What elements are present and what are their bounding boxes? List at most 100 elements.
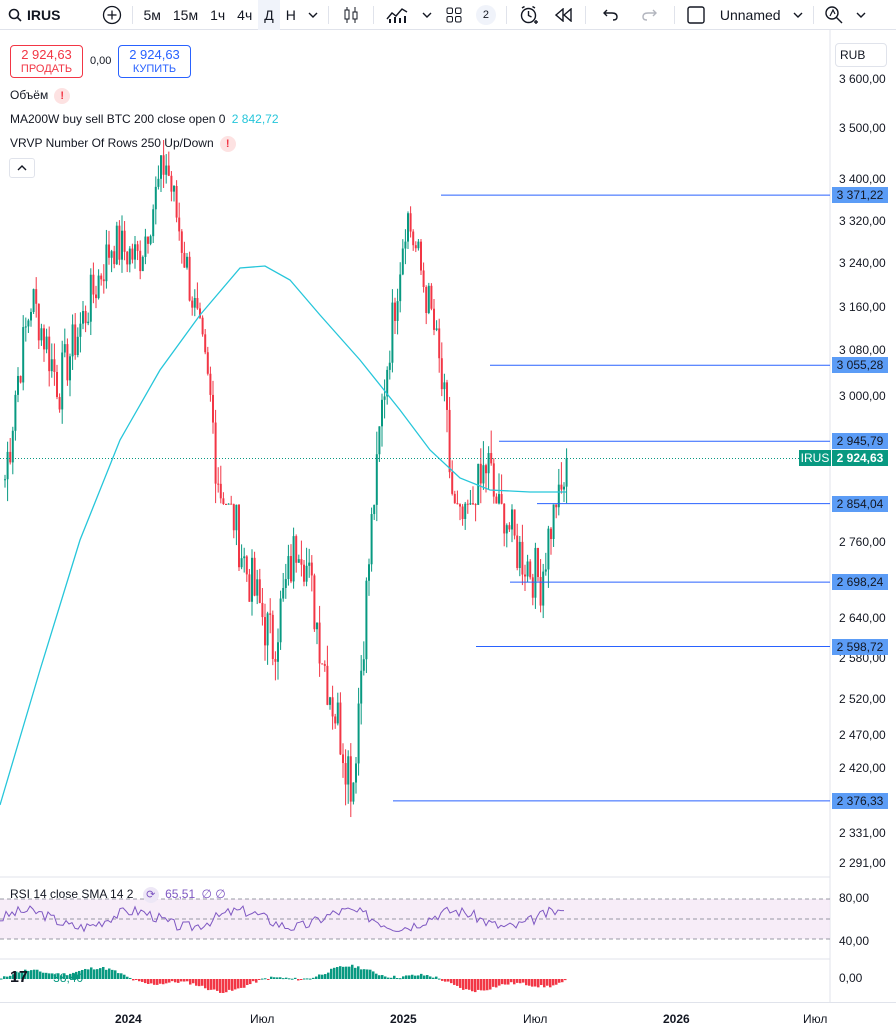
histogram-bar	[90, 967, 93, 979]
candle	[269, 613, 272, 615]
candle	[399, 274, 402, 302]
interval-dropdown[interactable]	[302, 0, 324, 30]
volume-legend[interactable]: Объём!	[10, 88, 71, 104]
time-label: 2025	[390, 1012, 417, 1026]
candle	[544, 569, 547, 572]
candle	[74, 324, 77, 356]
redo-button[interactable]	[630, 0, 670, 30]
toolbar-divider	[673, 5, 675, 24]
histogram-bar	[540, 979, 543, 985]
price-tick-label: 2 520,00	[839, 692, 886, 706]
osc-tick-label: 0,00	[839, 971, 863, 985]
price-level-tag[interactable]: 2 698,24	[832, 574, 888, 591]
candle	[409, 213, 412, 232]
interval-week[interactable]: Н	[285, 6, 296, 23]
collapse-legend-button[interactable]	[9, 158, 35, 178]
candle	[173, 185, 175, 192]
chart-area[interactable]: 2 924,63 ПРОДАТЬ 0,00 2 924,63 КУПИТЬ RU…	[0, 30, 896, 1002]
ma-legend[interactable]: MA200W buy sell BTC 200 close open 0 2 8…	[10, 112, 279, 126]
layouts-button[interactable]	[438, 0, 470, 30]
histogram-bar	[231, 979, 234, 991]
candle	[4, 479, 6, 481]
rsi-legend[interactable]: RSI 14 close SMA 14 2 ⟳ 65,51 ∅ ∅	[10, 887, 226, 903]
alerts-count-badge[interactable]: 2	[470, 0, 502, 30]
histogram-bar	[369, 969, 372, 979]
candle	[157, 178, 160, 187]
layout-square-icon	[687, 5, 705, 24]
osc-legend[interactable]: 17 38,40	[10, 969, 83, 987]
vrvp-legend[interactable]: VRVP Number Of Rows 250 Up/Down!	[10, 136, 236, 152]
candle	[352, 782, 355, 802]
alert-button[interactable]	[511, 0, 547, 30]
buy-price: 2 924,63	[129, 47, 180, 62]
indicators-dropdown[interactable]	[416, 0, 438, 30]
time-axis[interactable]: 2024 Июл 2025 Июл 2026 Июл	[0, 1002, 896, 1032]
candle	[279, 598, 282, 643]
histogram-bar	[273, 977, 276, 979]
price-level-tag[interactable]: 2 945,79	[832, 433, 888, 450]
candle	[167, 165, 170, 176]
candle	[318, 622, 321, 664]
histogram-bar	[3, 976, 6, 979]
candle	[500, 494, 503, 504]
replay-button[interactable]	[547, 0, 581, 30]
symbol-search[interactable]: IRUS	[0, 0, 66, 30]
histogram-bar	[234, 979, 237, 990]
interval-4h[interactable]: 4ч	[237, 6, 253, 23]
candle	[61, 352, 64, 410]
candle	[284, 579, 287, 588]
histogram-bar	[180, 979, 183, 982]
histogram-bar	[252, 979, 255, 982]
sell-button[interactable]: 2 924,63 ПРОДАТЬ	[10, 45, 83, 78]
price-level-tag[interactable]: 2 376,33	[832, 792, 888, 809]
histogram-bar	[66, 975, 69, 979]
candle	[339, 702, 342, 755]
candle	[474, 504, 477, 506]
histogram-bar	[123, 974, 126, 979]
candle	[71, 324, 74, 357]
add-symbol-button[interactable]	[96, 0, 128, 30]
buy-button[interactable]: 2 924,63 КУПИТЬ	[118, 45, 191, 78]
warning-icon[interactable]: !	[54, 88, 71, 104]
histogram-bar	[435, 976, 438, 979]
quick-search-button[interactable]	[818, 0, 850, 30]
histogram-bar	[9, 975, 12, 979]
candle	[162, 155, 165, 175]
candle	[334, 716, 337, 724]
price-level-tag[interactable]: 3 055,28	[832, 357, 888, 374]
interval-15m[interactable]: 15м	[172, 6, 199, 23]
indicators-button[interactable]	[378, 0, 416, 30]
candle	[290, 556, 292, 582]
sync-icon[interactable]: ⟳	[142, 887, 159, 903]
chevron-up-icon	[17, 165, 27, 171]
chart-type-button[interactable]	[333, 0, 369, 30]
candle	[264, 617, 266, 646]
layout-name-button[interactable]: Unnamed	[679, 0, 787, 30]
interval-1h[interactable]: 1ч	[210, 6, 226, 23]
price-chart[interactable]	[0, 30, 896, 1002]
candle	[110, 251, 113, 258]
candle	[45, 336, 48, 350]
price-level-tag[interactable]: 2 854,04	[832, 495, 888, 512]
undo-button[interactable]	[590, 0, 630, 30]
histogram-bar	[132, 979, 135, 981]
layout-dropdown[interactable]	[787, 0, 809, 30]
interval-5m[interactable]: 5м	[143, 6, 161, 23]
candle	[479, 463, 482, 484]
price-level-tag[interactable]: 2 598,72	[832, 638, 888, 655]
histogram-bar	[222, 979, 225, 993]
histogram-bar	[531, 979, 534, 987]
candle	[526, 561, 529, 577]
candle	[37, 303, 40, 341]
candle	[414, 245, 417, 249]
candle	[134, 244, 136, 260]
currency-selector[interactable]: RUB	[835, 43, 887, 67]
candle	[266, 613, 269, 646]
candle	[14, 394, 17, 431]
price-level-tag[interactable]: 3 371,22	[832, 187, 888, 204]
candle	[219, 483, 222, 499]
more-dropdown[interactable]	[850, 0, 872, 30]
warning-icon[interactable]: !	[219, 136, 236, 152]
interval-day[interactable]: Д	[258, 0, 280, 30]
candle	[154, 186, 157, 210]
